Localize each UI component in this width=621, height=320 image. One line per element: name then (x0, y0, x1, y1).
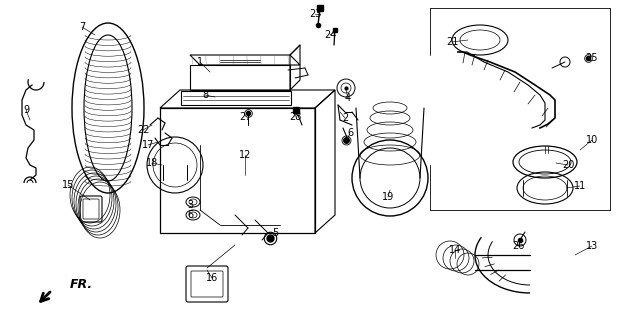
Bar (160, 108, 315, 233)
Text: 21: 21 (446, 37, 458, 47)
Text: 3: 3 (187, 200, 193, 210)
Text: 6: 6 (347, 128, 353, 138)
Text: 17: 17 (142, 140, 154, 150)
Text: 14: 14 (449, 245, 461, 255)
Text: 6: 6 (187, 210, 193, 220)
Text: 16: 16 (206, 273, 218, 283)
Text: 19: 19 (382, 192, 394, 202)
Text: 1: 1 (197, 57, 203, 67)
Text: 4: 4 (345, 93, 351, 103)
Text: 24: 24 (324, 30, 336, 40)
Text: 7: 7 (79, 22, 85, 32)
Text: 15: 15 (62, 180, 74, 190)
Text: 23: 23 (309, 9, 321, 19)
Text: 12: 12 (239, 150, 251, 160)
Text: 25: 25 (585, 53, 597, 63)
Text: 27: 27 (238, 112, 252, 122)
Text: 18: 18 (146, 158, 158, 168)
Text: 26: 26 (512, 241, 524, 251)
Text: 22: 22 (137, 125, 149, 135)
Text: 5: 5 (272, 228, 278, 238)
Text: 28: 28 (289, 112, 301, 122)
Text: 11: 11 (574, 181, 586, 191)
Text: 10: 10 (586, 135, 598, 145)
Text: FR.: FR. (70, 278, 93, 292)
Text: 8: 8 (202, 90, 208, 100)
Text: 9: 9 (23, 105, 29, 115)
Text: 2: 2 (342, 113, 348, 123)
Text: 13: 13 (586, 241, 598, 251)
Text: 20: 20 (562, 160, 574, 170)
